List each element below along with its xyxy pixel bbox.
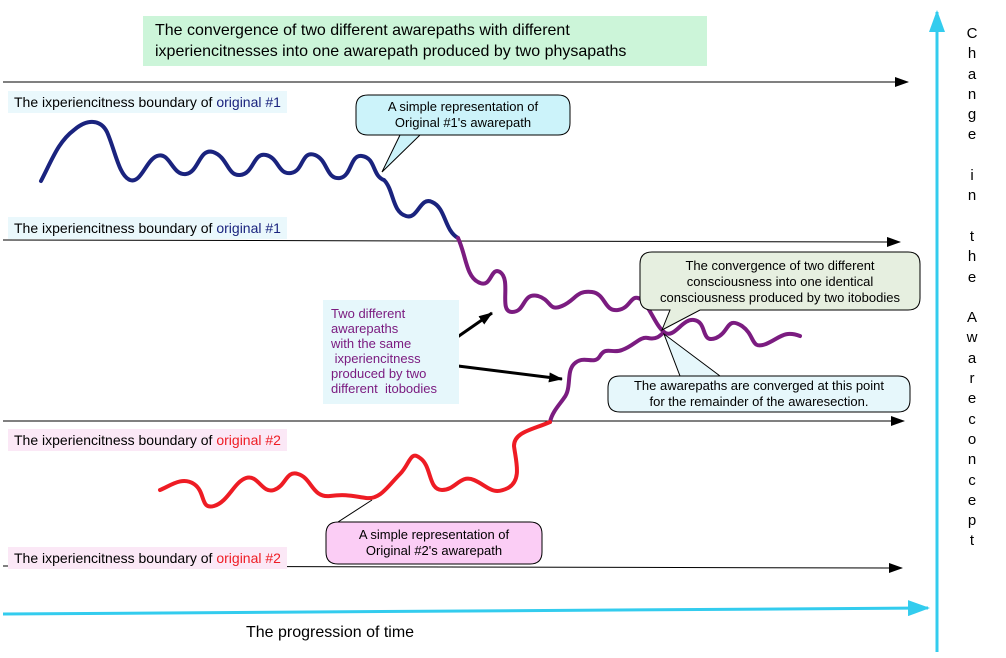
callout-line: for the remainder of the awaresection. [649, 394, 869, 409]
callout-convergence-text: The convergence of two different conscio… [640, 258, 920, 306]
callout-line: consciousness produced by two itobodies [660, 290, 900, 305]
note-line: with the same [331, 336, 412, 351]
callout-line: Original #2's awarepath [365, 543, 503, 558]
boundary-prefix: The ixperiencitness boundary of [14, 94, 213, 110]
title-line-2: ixperiencitnesses into one awarepath pro… [155, 43, 627, 60]
callout-original-2-bubble [325, 499, 543, 565]
boundary-prefix: The ixperiencitness boundary of [14, 432, 213, 448]
callout-converged-point-bubble [607, 332, 911, 413]
callout-line: The convergence of two different [685, 258, 875, 273]
boundary-prefix: The ixperiencitness boundary of [14, 220, 213, 236]
y-axis-label-char: r [969, 370, 975, 388]
awarepath-merged [456, 236, 802, 348]
boundary-label-original-2-lower: The ixperiencitness boundary of original… [8, 547, 287, 569]
diagram-title: The convergence of two different awarepa… [143, 16, 707, 66]
boundary-name: original #2 [216, 550, 281, 566]
awarepath-original-1 [39, 120, 460, 240]
y-axis-label-char: c [968, 471, 976, 489]
title-line-1: The convergence of two different awarepa… [155, 22, 570, 39]
y-axis-label-char: g [967, 106, 977, 124]
y-axis-label-char: n [967, 85, 977, 103]
y-axis-label-char [962, 288, 982, 308]
boundary-name: original #1 [216, 220, 281, 236]
y-axis-label-char: o [967, 430, 977, 448]
y-axis-label-char [962, 146, 982, 166]
boundary-label-original-2-upper: The ixperiencitness boundary of original… [8, 429, 287, 451]
y-axis-label-char: t [969, 227, 975, 245]
y-axis-label-char: e [967, 268, 977, 286]
y-axis-label-char: a [967, 65, 977, 83]
boundary-prefix: The ixperiencitness boundary of [14, 550, 213, 566]
note-line: awarepaths [331, 321, 399, 336]
callout-line: A simple representation of [358, 527, 510, 542]
boundary-name: original #1 [216, 94, 281, 110]
y-axis-label-char: n [967, 451, 977, 469]
y-axis-label-char: n [967, 187, 977, 205]
y-axis-label-char: p [967, 512, 977, 530]
note-line: different itobodies [331, 381, 437, 396]
boundary-arrow-2 [2, 236, 901, 247]
boundary-name: original #2 [216, 432, 281, 448]
note-arrow-upper [455, 311, 493, 340]
y-axis-label-char: t [969, 532, 975, 550]
y-axis-label-char: i [970, 167, 974, 185]
time-axis-arrow [2, 600, 930, 617]
callout-original-2-text: A simple representation of Original #2's… [326, 527, 542, 559]
y-axis-label-char: c [968, 410, 976, 428]
awarepath-original-2 [158, 420, 552, 509]
note-line: Two different [331, 306, 406, 321]
x-axis-label: The progression of time [246, 624, 415, 641]
y-axis-label-char: e [967, 390, 977, 408]
callout-line: Original #1's awarepath [394, 115, 532, 130]
callout-line: consciousness into one identical [686, 274, 874, 289]
y-axis-label-char: w [966, 329, 978, 347]
callout-convergence-bubble [639, 251, 921, 332]
note-arrow-lower [457, 364, 563, 383]
note-line: ixperiencitness [331, 351, 421, 366]
y-axis-label-char: a [967, 349, 977, 367]
y-axis-label-char: h [967, 45, 977, 63]
y-axis-label-char: C [966, 25, 978, 42]
callout-line: A simple representation of [387, 99, 539, 114]
awarepath-original-2-join [548, 330, 666, 424]
y-axis-label-char: e [967, 491, 977, 509]
note-two-awarepaths: Two different awarepaths with the same i… [323, 300, 459, 404]
boundary-label-original-1-lower: The ixperiencitness boundary of original… [8, 217, 287, 239]
y-axis-label-char: A [966, 309, 977, 327]
callout-line: The awarepaths are converged at this poi… [633, 378, 885, 393]
y-axis-label-char [962, 207, 982, 227]
callout-original-1-bubble [355, 94, 571, 173]
note-line: produced by two [331, 366, 427, 381]
callout-original-1-text: A simple representation of Original #1's… [356, 99, 570, 131]
y-axis-label-char: e [967, 126, 977, 144]
callout-converged-point-text: The awarepaths are converged at this poi… [608, 378, 910, 410]
y-axis-label-char: h [967, 248, 977, 266]
boundary-label-original-1-upper: The ixperiencitness boundary of original… [8, 91, 287, 113]
